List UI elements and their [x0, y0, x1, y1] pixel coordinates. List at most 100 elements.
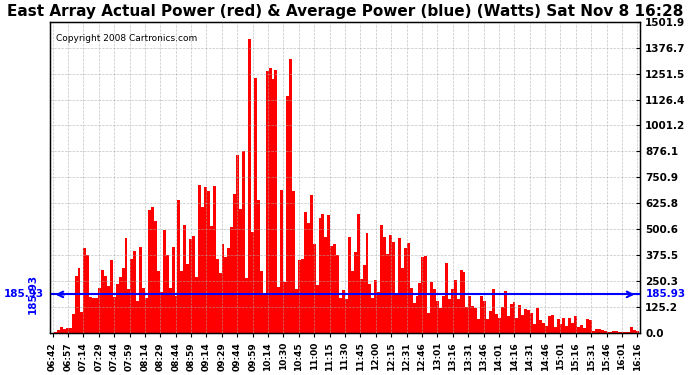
Bar — [271, 79, 275, 333]
Bar — [598, 329, 601, 333]
Bar — [75, 276, 77, 333]
Bar — [189, 239, 192, 333]
Bar — [466, 307, 469, 333]
Bar — [192, 236, 195, 333]
Bar — [527, 310, 530, 333]
Bar — [424, 256, 427, 333]
Bar — [574, 316, 577, 333]
Bar — [492, 289, 495, 333]
Bar — [184, 225, 186, 333]
Bar — [557, 319, 560, 333]
Bar — [301, 259, 304, 333]
Bar — [371, 298, 375, 333]
Bar — [613, 331, 615, 333]
Bar — [219, 273, 221, 333]
Bar — [571, 323, 574, 333]
Bar — [63, 329, 66, 333]
Bar — [436, 302, 439, 333]
Bar — [148, 210, 151, 333]
Bar — [506, 316, 510, 333]
Bar — [233, 194, 236, 333]
Text: 185.93: 185.93 — [28, 274, 38, 315]
Bar — [483, 301, 486, 333]
Bar — [324, 237, 327, 333]
Text: 185.93: 185.93 — [3, 290, 43, 299]
Bar — [615, 331, 618, 333]
Bar — [160, 292, 163, 333]
Bar — [245, 278, 248, 333]
Bar — [69, 328, 72, 333]
Bar — [422, 257, 424, 333]
Bar — [257, 200, 259, 333]
Bar — [195, 277, 198, 333]
Bar — [322, 214, 324, 333]
Bar — [92, 298, 95, 333]
Bar — [580, 325, 583, 333]
Bar — [327, 215, 331, 333]
Bar — [451, 289, 454, 333]
Bar — [477, 319, 480, 333]
Bar — [157, 271, 160, 333]
Bar — [348, 237, 351, 333]
Bar — [601, 330, 604, 333]
Bar — [268, 68, 271, 333]
Bar — [304, 212, 307, 333]
Bar — [454, 280, 457, 333]
Bar — [292, 191, 295, 333]
Bar — [363, 265, 366, 333]
Bar — [621, 332, 624, 333]
Bar — [204, 186, 207, 333]
Bar — [583, 328, 586, 333]
Bar — [551, 315, 553, 333]
Bar — [609, 332, 613, 333]
Bar — [60, 327, 63, 333]
Bar — [175, 297, 177, 333]
Bar — [333, 244, 336, 333]
Bar — [57, 330, 60, 333]
Bar — [116, 284, 119, 333]
Bar — [553, 327, 557, 333]
Bar — [427, 313, 431, 333]
Bar — [266, 71, 268, 333]
Bar — [289, 59, 292, 333]
Bar — [542, 323, 545, 333]
Bar — [545, 326, 548, 333]
Bar — [345, 298, 348, 333]
Bar — [280, 189, 284, 333]
Bar — [319, 218, 322, 333]
Bar — [248, 39, 251, 333]
Bar — [151, 207, 154, 333]
Bar — [359, 279, 363, 333]
Bar — [460, 270, 462, 333]
Bar — [295, 290, 298, 333]
Bar — [351, 271, 354, 333]
Bar — [198, 185, 201, 333]
Bar — [589, 320, 592, 333]
Bar — [445, 263, 448, 333]
Bar — [286, 96, 289, 333]
Bar — [259, 271, 263, 333]
Bar — [383, 237, 386, 333]
Bar — [142, 288, 145, 333]
Bar — [569, 318, 571, 333]
Bar — [398, 238, 401, 333]
Bar — [207, 191, 210, 333]
Bar — [139, 247, 142, 333]
Bar — [577, 327, 580, 333]
Bar — [310, 195, 313, 333]
Bar — [439, 308, 442, 333]
Bar — [254, 78, 257, 333]
Bar — [604, 331, 607, 333]
Bar — [342, 290, 345, 333]
Bar — [457, 299, 460, 333]
Bar — [242, 152, 245, 333]
Bar — [522, 315, 524, 333]
Bar — [565, 326, 569, 333]
Text: Copyright 2008 Cartronics.com: Copyright 2008 Cartronics.com — [55, 34, 197, 43]
Bar — [636, 331, 639, 333]
Bar — [586, 319, 589, 333]
Bar — [595, 329, 598, 333]
Bar — [331, 246, 333, 333]
Bar — [112, 297, 116, 333]
Bar — [125, 238, 128, 333]
